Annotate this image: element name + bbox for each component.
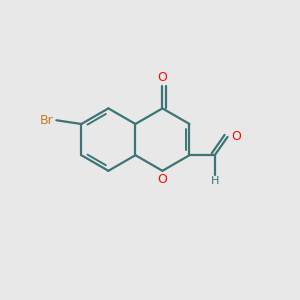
Text: Br: Br <box>40 114 53 127</box>
Text: O: O <box>158 173 167 186</box>
Text: O: O <box>231 130 241 142</box>
Text: H: H <box>211 176 219 186</box>
Text: O: O <box>158 71 167 84</box>
